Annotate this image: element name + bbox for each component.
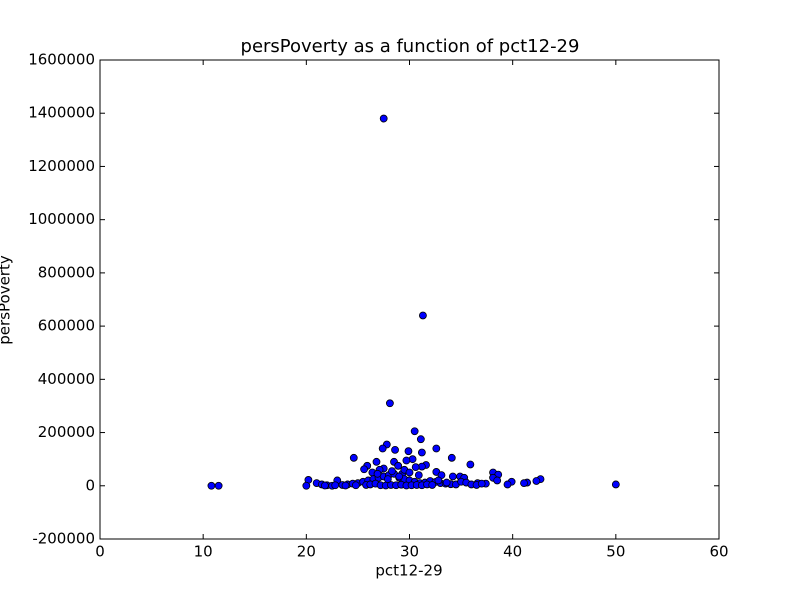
point <box>432 444 441 453</box>
x-tick-label: 60 <box>709 543 728 561</box>
point <box>331 481 340 490</box>
point <box>410 427 419 436</box>
point <box>402 456 411 465</box>
y-tick-label: 1200000 <box>28 157 95 175</box>
point <box>414 471 423 480</box>
chart-title: persPoverty as a function of pct12-29 <box>241 36 580 57</box>
point <box>207 481 216 490</box>
point <box>411 463 420 472</box>
point <box>416 435 425 444</box>
x-axis-label: pct12-29 <box>375 562 442 580</box>
point <box>520 479 528 488</box>
point <box>442 478 451 487</box>
point <box>372 457 381 466</box>
point <box>503 480 512 489</box>
point <box>408 455 417 464</box>
point <box>477 479 486 488</box>
point <box>302 481 311 490</box>
x-tick-label: 0 <box>95 543 105 561</box>
y-tick-label: 1000000 <box>28 210 95 228</box>
y-tick-label: 600000 <box>38 317 95 335</box>
point <box>532 477 541 485</box>
x-tick-label: 10 <box>194 543 213 561</box>
y-tick-label: 800000 <box>38 263 95 281</box>
x-tick-label: 50 <box>606 543 625 561</box>
point <box>349 453 358 462</box>
point <box>419 311 427 320</box>
plot-frame <box>99 59 720 540</box>
x-tick-label: 30 <box>400 543 419 561</box>
point <box>373 469 382 478</box>
point <box>434 476 443 485</box>
y-tick-label: 1600000 <box>28 51 95 69</box>
point <box>405 468 414 477</box>
point <box>379 114 388 123</box>
x-tick-label: 20 <box>297 543 316 561</box>
point <box>395 472 404 481</box>
point <box>394 461 403 470</box>
point <box>493 476 502 485</box>
y-tick-label: 200000 <box>38 423 95 441</box>
point <box>351 481 360 490</box>
y-tick-label: 400000 <box>38 370 95 388</box>
point <box>448 472 457 481</box>
point <box>417 448 426 457</box>
point <box>404 447 413 456</box>
point <box>360 465 369 474</box>
y-axis-label: persPoverty <box>0 255 14 345</box>
point <box>391 445 399 454</box>
point <box>388 467 396 476</box>
y-tick-label: 1400000 <box>28 104 95 122</box>
y-tick-label: 0 <box>85 476 95 494</box>
x-tick-label: 40 <box>503 543 522 561</box>
point <box>466 460 475 469</box>
point <box>214 481 223 490</box>
point <box>321 481 329 490</box>
point <box>383 475 392 484</box>
point <box>611 480 620 489</box>
point <box>428 481 437 489</box>
point <box>341 481 350 490</box>
point <box>378 444 387 453</box>
point <box>447 453 456 462</box>
point <box>385 399 394 408</box>
y-tick-label: -200000 <box>32 530 95 548</box>
